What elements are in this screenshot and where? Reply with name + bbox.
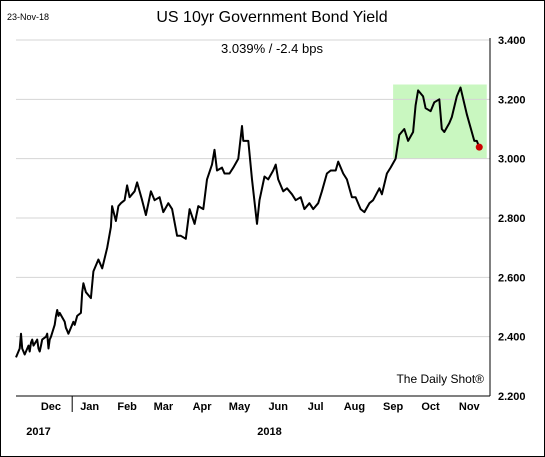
x-tick-label: Dec <box>41 401 61 413</box>
y-tick-label: 3.400 <box>498 35 526 47</box>
x-tick-label: Sep <box>383 401 403 413</box>
x-tick-label: Jun <box>268 401 288 413</box>
y-tick-label: 2.400 <box>498 332 526 344</box>
chart-title: US 10yr Government Bond Yield <box>156 9 387 26</box>
x-tick-label: Jul <box>308 401 324 413</box>
x-tick-label: Jan <box>80 401 99 413</box>
x-tick-labels: Dec Jan Feb Mar Apr May Jun Jul Aug Sep Oct Nov <box>41 401 481 413</box>
y-tick-labels: 3.400 3.200 3.000 2.800 2.600 2.400 2.200 <box>498 35 526 403</box>
x-tick-label: Mar <box>154 401 174 413</box>
gridlines <box>16 39 490 338</box>
y-tick-label: 2.200 <box>498 391 526 403</box>
x-tick-label: Oct <box>421 401 440 413</box>
x-tick-label: Nov <box>459 401 481 413</box>
highlight-box <box>393 84 487 159</box>
year-label: 2017 <box>26 426 50 438</box>
y-tick-label: 2.600 <box>498 272 526 284</box>
y-tick-label: 2.800 <box>498 213 526 225</box>
last-point-marker <box>475 143 483 151</box>
x-tick-label: Aug <box>344 401 365 413</box>
date-stamp: 23-Nov-18 <box>7 12 49 22</box>
y-tick-label: 3.000 <box>498 154 526 166</box>
year-labels: 2017 2018 <box>26 426 281 438</box>
year-label: 2018 <box>257 426 281 438</box>
x-tick-label: Apr <box>193 401 213 413</box>
chart-subtitle: 3.039% / -2.4 bps <box>221 41 323 56</box>
source-label: The Daily Shot® <box>396 372 484 386</box>
y-tick-label: 3.200 <box>498 94 526 106</box>
yield-series-line <box>15 86 481 358</box>
x-tick-label: Feb <box>117 401 137 413</box>
x-tick-label: May <box>229 401 251 413</box>
